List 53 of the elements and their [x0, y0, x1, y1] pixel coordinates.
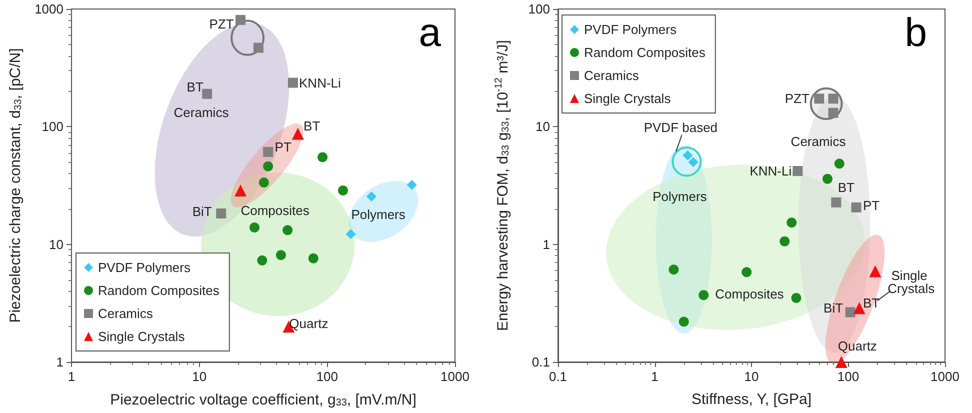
annotation: PT: [862, 198, 880, 213]
annotation: Polymers: [652, 188, 708, 204]
y-tick-label: 10: [536, 119, 550, 134]
annotation: Composites: [715, 286, 784, 302]
annotation: Composites: [240, 202, 310, 218]
x-axis-title: Piezoelectric voltage coefficient, g33, [mV.m/N]: [110, 392, 416, 408]
annotation: PT: [274, 139, 292, 154]
annotation: KNN-Li: [750, 164, 792, 178]
x-tick-label: 10: [744, 369, 759, 384]
annotation: Quartz: [838, 338, 877, 354]
y-tick-label: 100: [528, 2, 550, 16]
legend-label: Ceramics: [584, 68, 640, 83]
annotation: BiT: [824, 300, 844, 316]
x-tick-label: 10: [192, 369, 207, 384]
x-tick-label: 0.1: [548, 369, 568, 384]
x-tick-label: 1000: [930, 369, 960, 384]
legend-label: Ceramics: [98, 306, 154, 321]
y-tick-label: 10: [49, 236, 64, 252]
y-tick-label: 100: [42, 119, 64, 134]
annotation: Quartz: [289, 316, 328, 332]
annotation: Single Crystals: [888, 268, 936, 296]
y-axis-title: Energy harvesting FOM, d33 g33, [10-12 m³/J]: [494, 40, 512, 331]
x-tick-label: 100: [837, 369, 860, 384]
legend-label: Random Composites: [584, 45, 706, 60]
legend-label: PVDF Polymers: [584, 22, 677, 37]
annotation: Polymers: [351, 206, 406, 222]
y-tick-label: 1: [56, 354, 64, 370]
annotation: Ceramics: [174, 105, 230, 120]
x-axis-title: Stiffness, Y, [GPa]: [691, 391, 812, 408]
x-tick-label: 1: [651, 369, 658, 384]
chart-title: b: [904, 11, 928, 55]
legend-label: PVDF Polymers: [98, 260, 191, 275]
annotation: PVDF based: [644, 120, 718, 136]
y-tick-label: 1: [542, 236, 550, 252]
legend-label: Single Crystals: [98, 329, 186, 344]
annotation: KNN-Li: [299, 75, 342, 90]
y-tick-label: 1000: [34, 2, 64, 16]
x-tick-label: 1: [68, 369, 76, 384]
annotation: Ceramics: [790, 134, 846, 150]
annotation: BiT: [192, 204, 212, 219]
x-tick-label: 1000: [440, 369, 470, 384]
y-axis-title: Piezoelectric charge constant, d33, [pC/N]: [7, 48, 24, 323]
annotation: PZT: [209, 16, 234, 32]
legend-label: Random Composites: [98, 283, 220, 298]
y-tick-label: 0.1: [532, 354, 550, 370]
annotation: BT: [186, 79, 204, 94]
annotation: BT: [862, 296, 880, 311]
chart-title: a: [418, 11, 442, 55]
annotation: BT: [304, 118, 320, 134]
annotation: PZT: [784, 91, 810, 106]
annotation: BT: [838, 180, 855, 195]
legend-label: Single Crystals: [584, 91, 672, 106]
x-tick-label: 100: [316, 369, 338, 384]
